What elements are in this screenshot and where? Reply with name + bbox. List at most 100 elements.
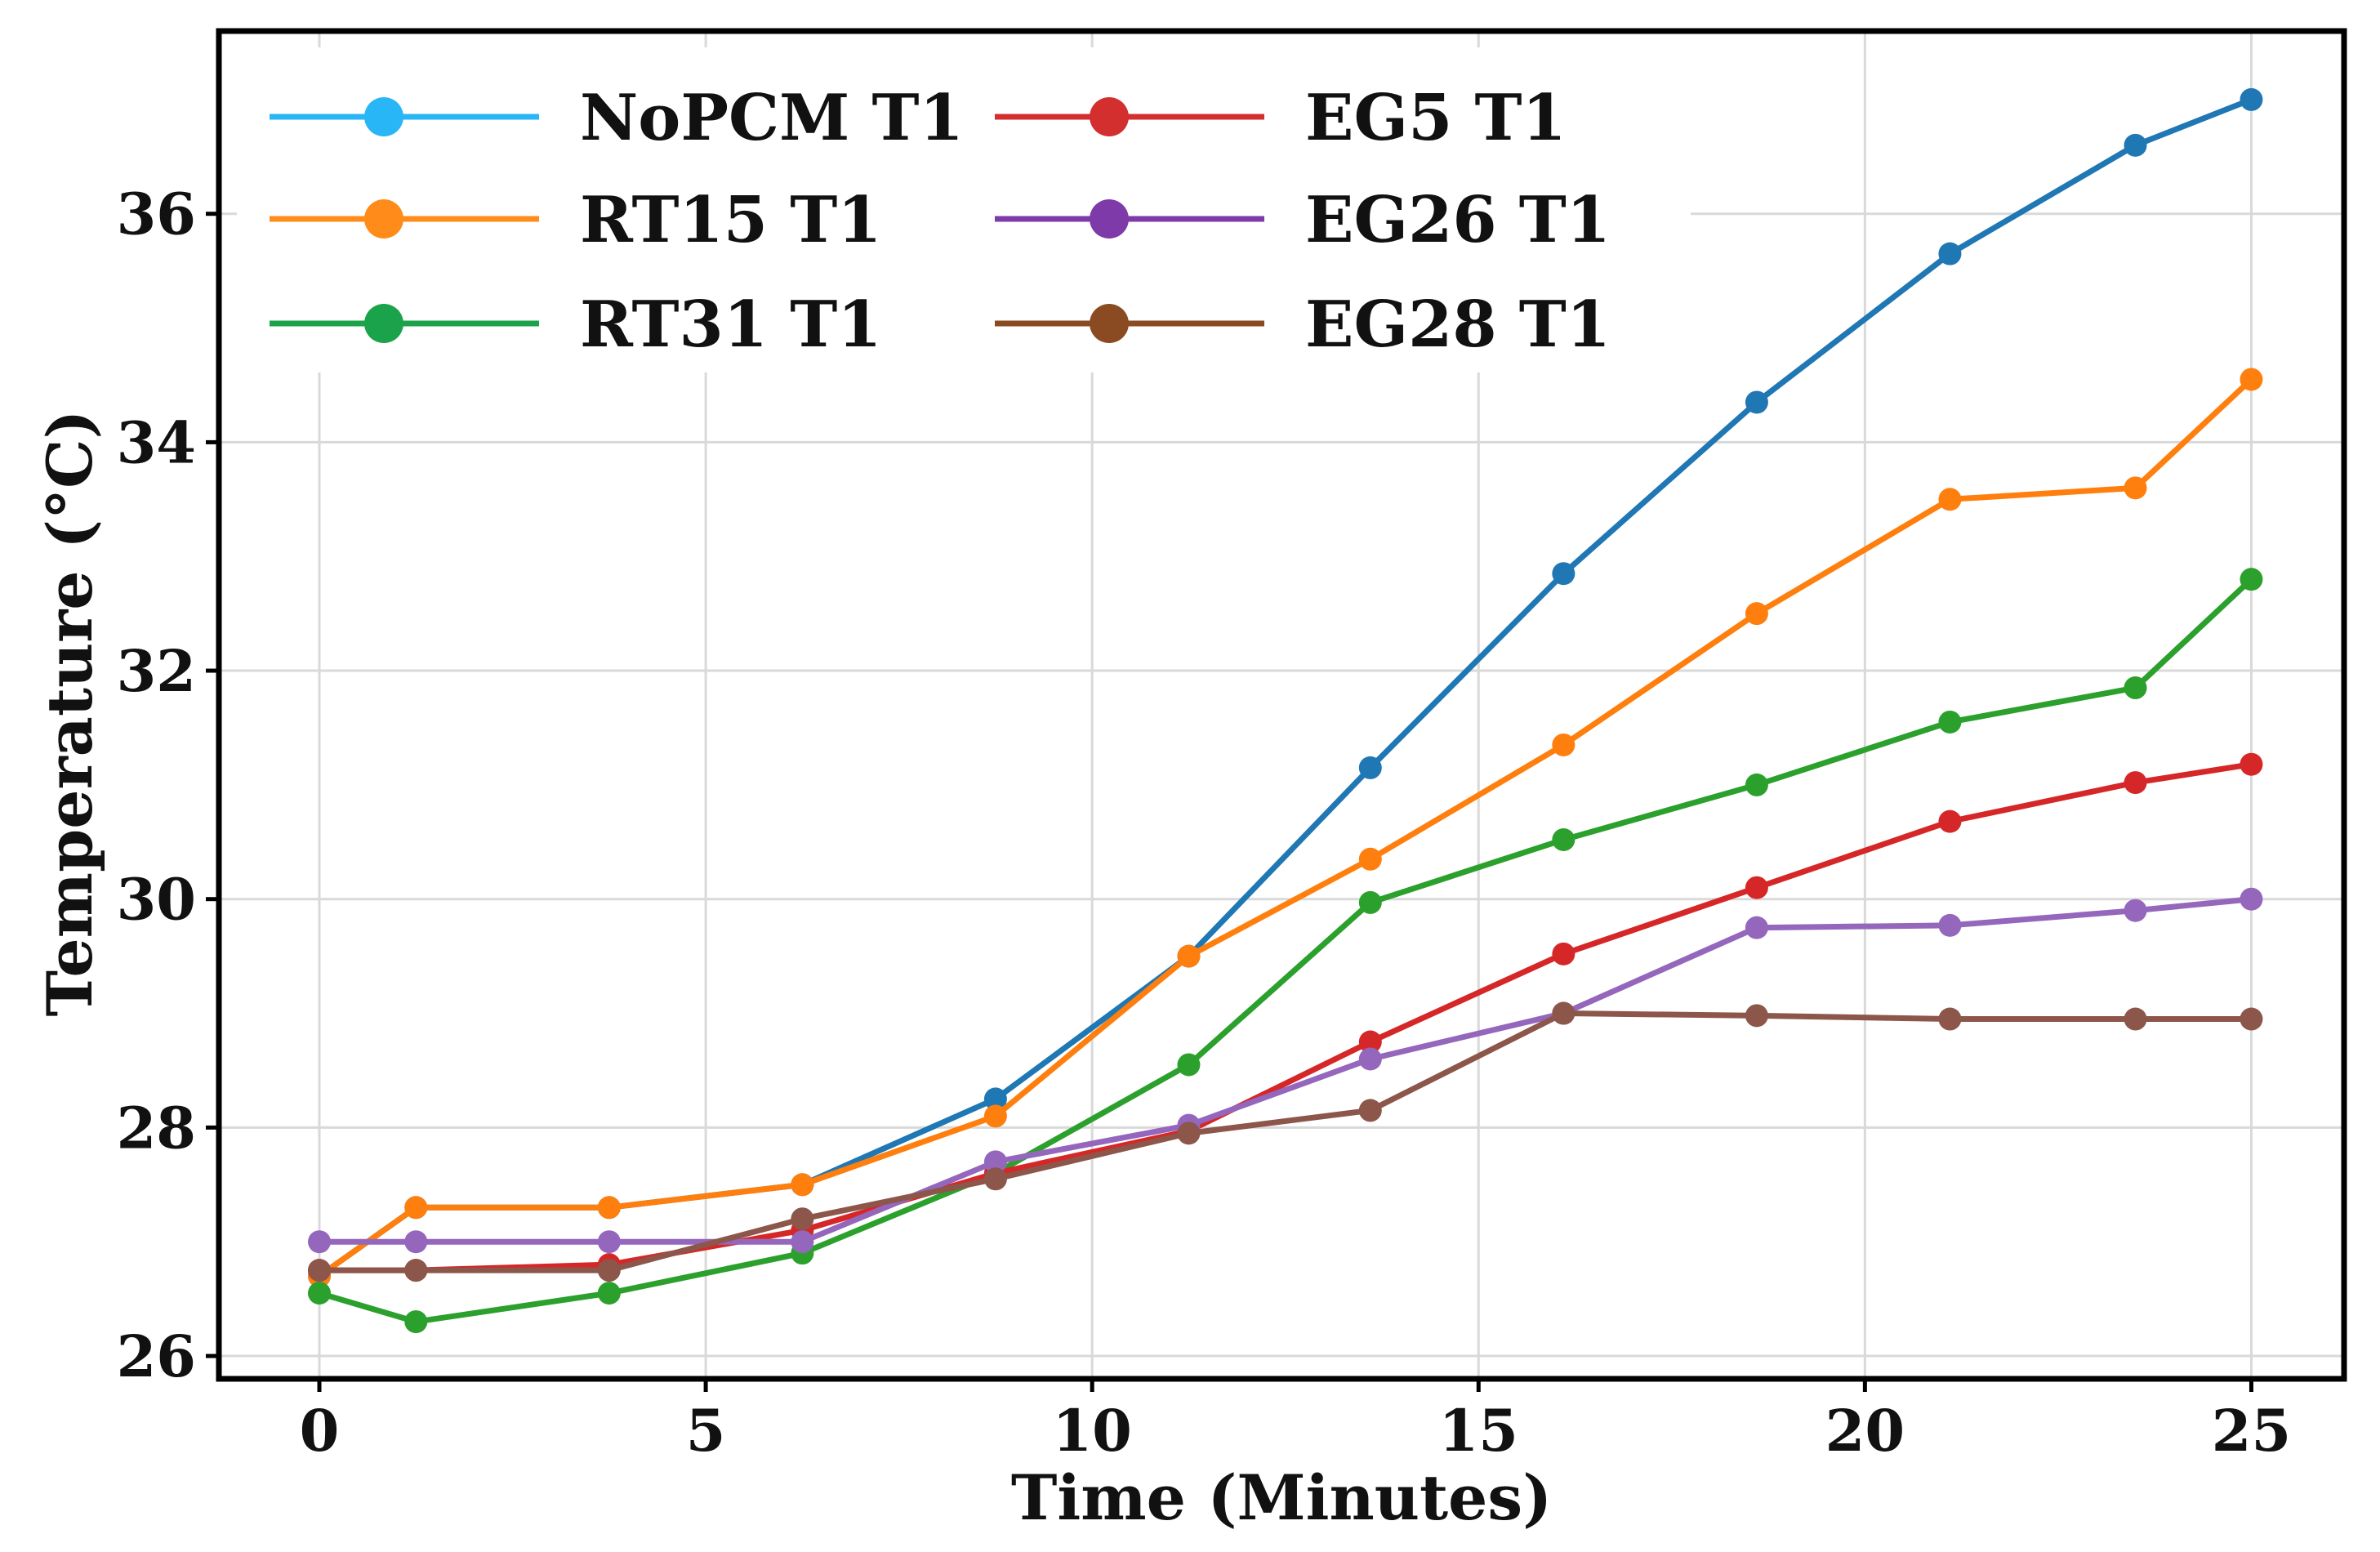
data-point <box>1358 756 1382 779</box>
data-point <box>1358 1030 1382 1054</box>
data-point <box>1745 916 1768 939</box>
legend-marker <box>1090 199 1129 239</box>
x-tick-label: 25 <box>2212 1397 2291 1465</box>
data-point <box>983 1167 1007 1191</box>
data-point <box>597 1196 621 1220</box>
y-tick-label: 32 <box>117 637 196 705</box>
data-point <box>2124 133 2147 157</box>
data-point <box>404 1230 428 1254</box>
data-point <box>2124 476 2147 500</box>
legend-item: RT15 T1 <box>270 183 882 257</box>
data-point <box>1938 710 1962 734</box>
x-tick-label: 5 <box>686 1397 726 1465</box>
legend-item: EG28 T1 <box>995 288 1611 362</box>
data-point <box>1938 242 1962 265</box>
legend-marker <box>364 199 403 239</box>
data-point <box>983 1150 1007 1174</box>
x-axis-title: Time (Minutes) <box>1011 1461 1552 1534</box>
data-point <box>2124 1007 2147 1031</box>
data-point <box>597 1230 621 1254</box>
data-point <box>1177 1122 1201 1145</box>
data-point <box>1552 942 1576 966</box>
data-point <box>1745 876 1768 899</box>
series-line <box>316 1010 2254 1273</box>
data-point <box>1358 890 1382 914</box>
series-rt31-t1 <box>308 568 2263 1334</box>
data-point <box>1938 488 1962 511</box>
data-point <box>1745 390 1768 414</box>
data-point <box>1177 1053 1201 1077</box>
legend-marker <box>364 97 403 136</box>
data-point <box>2240 568 2263 591</box>
data-point <box>1938 913 1962 937</box>
legend-marker <box>1090 304 1129 343</box>
data-point <box>1552 828 1576 851</box>
data-point <box>597 1282 621 1305</box>
x-tick-label: 10 <box>1052 1397 1131 1465</box>
series-line <box>316 761 2254 1273</box>
legend-item: EG5 T1 <box>995 81 1567 155</box>
data-point <box>791 1173 814 1197</box>
y-tick-label: 36 <box>117 181 196 248</box>
data-point <box>1358 847 1382 871</box>
legend-label: EG28 T1 <box>1305 288 1611 362</box>
legend-marker <box>1090 97 1129 136</box>
data-point <box>308 1282 332 1305</box>
data-point <box>2240 887 2263 911</box>
data-point <box>404 1259 428 1282</box>
data-point <box>1552 733 1576 756</box>
data-point <box>2124 771 2147 795</box>
series-line <box>316 896 2254 1245</box>
legend-item: EG26 T1 <box>995 183 1611 257</box>
legend-label: RT31 T1 <box>580 288 882 362</box>
data-point <box>791 1207 814 1231</box>
x-tick-label: 0 <box>300 1397 340 1465</box>
legend-box <box>237 47 1691 372</box>
data-point <box>1938 1007 1962 1031</box>
legend-item: NoPCM T1 <box>270 81 964 155</box>
y-tick-label: 26 <box>117 1322 196 1390</box>
data-point <box>1745 602 1768 626</box>
legend-marker <box>364 304 403 343</box>
data-point <box>1552 562 1576 586</box>
data-point <box>2240 752 2263 776</box>
data-point <box>1745 773 1768 796</box>
y-tick-label: 28 <box>117 1094 196 1162</box>
data-point <box>2240 87 2263 111</box>
legend-item: RT31 T1 <box>270 288 882 362</box>
data-point <box>1745 1004 1768 1028</box>
y-tick-label: 34 <box>117 408 196 476</box>
legend-label: NoPCM T1 <box>580 81 964 155</box>
data-point <box>308 1259 332 1282</box>
series-lines <box>308 87 2263 1334</box>
x-tick-label: 15 <box>1439 1397 1518 1465</box>
data-point <box>2124 676 2147 700</box>
series-eg26-t1 <box>308 887 2263 1254</box>
x-tick-label: 20 <box>1825 1397 1905 1465</box>
axis-ticks: 0 5 10 15 20 25 26 28 30 32 34 36 <box>117 181 2292 1465</box>
data-point <box>791 1230 814 1254</box>
data-point <box>404 1310 428 1334</box>
series-line <box>316 376 2254 1279</box>
data-point <box>404 1196 428 1220</box>
legend-label: RT15 T1 <box>580 183 882 257</box>
y-axis-title: Temperature (°C) <box>33 409 106 1016</box>
data-point <box>2240 368 2263 391</box>
data-point <box>1552 1001 1576 1025</box>
series-line <box>316 576 2254 1325</box>
data-point <box>1358 1047 1382 1071</box>
data-point <box>1358 1099 1382 1122</box>
series-rt15-t1 <box>308 368 2263 1288</box>
legend-label: EG5 T1 <box>1305 81 1567 155</box>
legend: NoPCM T1 RT15 T1 RT31 T1 EG5 T1 EG26 T1 EG28 … <box>237 47 1691 372</box>
data-point <box>983 1104 1007 1128</box>
data-point <box>983 1087 1007 1111</box>
data-point <box>2240 1007 2263 1031</box>
series-eg28-t1 <box>308 1001 2263 1282</box>
data-point <box>1938 809 1962 833</box>
data-point <box>2124 899 2147 922</box>
legend-label: EG26 T1 <box>1305 183 1611 257</box>
y-tick-label: 30 <box>117 866 196 934</box>
